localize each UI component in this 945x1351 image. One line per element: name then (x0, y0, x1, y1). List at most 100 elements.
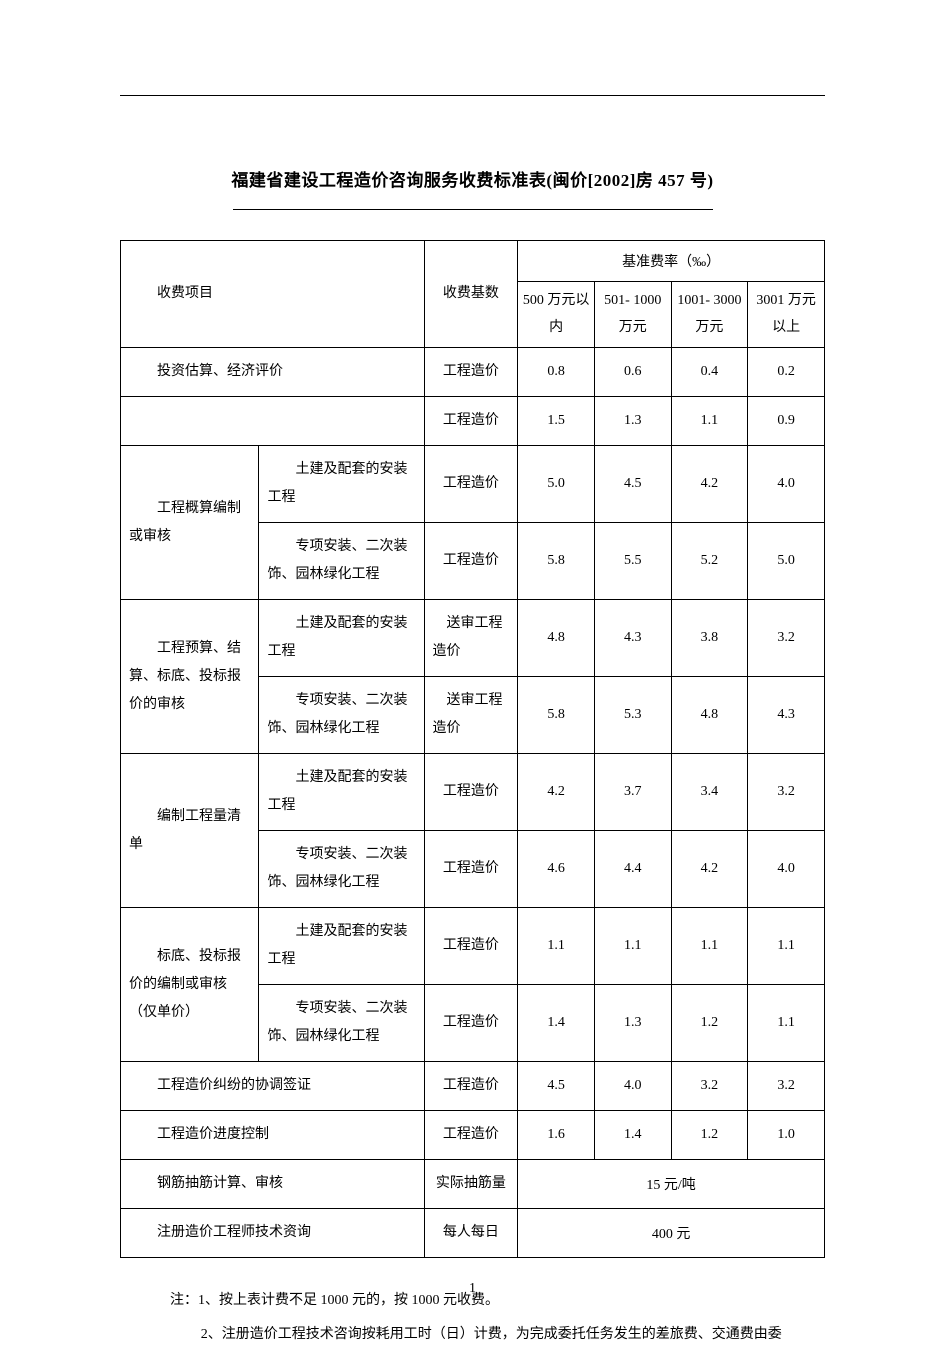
item-label: 编制工程量清单 (121, 793, 258, 869)
table-row: 钢筋抽筋计算、审核 实际抽筋量 15 元/吨 (121, 1160, 825, 1209)
rate-cell: 4.8 (671, 677, 748, 754)
rate-cell: 3.2 (671, 1062, 748, 1111)
rate-cell: 4.2 (518, 754, 595, 831)
rate-cell: 4.2 (671, 446, 748, 523)
title-underline (233, 209, 713, 210)
rate-cell: 4.2 (671, 831, 748, 908)
header-rates-title: 基准费率（‰） (518, 241, 825, 282)
subitem-label: 土建及配套的安装工程 (259, 600, 423, 676)
item-label: 注册造价工程师技术资询 (121, 1209, 424, 1257)
item-label (121, 411, 424, 431)
item-label: 钢筋抽筋计算、审核 (121, 1160, 424, 1208)
item-label: 投资估算、经济评价 (121, 348, 424, 396)
rate-cell: 5.0 (518, 446, 595, 523)
page-number: 1 (0, 1281, 945, 1297)
base-label: 工程造价 (425, 999, 518, 1047)
rate-cell: 4.6 (518, 831, 595, 908)
item-label: 工程预算、结算、标底、投标报价的审核 (121, 625, 258, 729)
rate-cell: 4.4 (594, 831, 671, 908)
rate-cell: 4.0 (748, 831, 825, 908)
note-2: 2、注册造价工程技术咨询按耗用工时（日）计费，为完成委托任务发生的差旅费、交通费… (170, 1318, 825, 1351)
header-item: 收费项目 (121, 241, 425, 348)
rate-col-2: 1001- 3000 万元 (671, 282, 748, 348)
subitem-label: 专项安装、二次装饰、园林绿化工程 (259, 831, 423, 907)
rate-cell: 1.1 (594, 908, 671, 985)
table-row: 编制工程量清单 土建及配套的安装工程 工程造价 4.2 3.7 3.4 3.2 (121, 754, 825, 831)
rate-cell: 4.0 (594, 1062, 671, 1111)
item-label: 标底、投标报价的编制或审核（仅单价） (121, 933, 258, 1037)
base-label: 工程造价 (425, 845, 518, 893)
rate-cell: 0.4 (671, 348, 748, 397)
rate-cell: 5.0 (748, 523, 825, 600)
rate-cell: 3.4 (671, 754, 748, 831)
item-label: 工程概算编制或审核 (121, 485, 258, 561)
base-label: 工程造价 (425, 460, 518, 508)
rate-cell: 3.2 (748, 1062, 825, 1111)
header-base: 收费基数 (424, 241, 518, 348)
base-label: 工程造价 (425, 768, 518, 816)
subitem-label: 土建及配套的安装工程 (259, 908, 423, 984)
subitem-label: 土建及配套的安装工程 (259, 754, 423, 830)
base-label: 工程造价 (425, 537, 518, 585)
rate-cell: 0.8 (518, 348, 595, 397)
item-label: 工程造价纠纷的协调签证 (121, 1062, 424, 1110)
rate-cell: 1.4 (518, 985, 595, 1062)
rate-cell: 5.8 (518, 677, 595, 754)
rate-col-1: 501- 1000 万元 (594, 282, 671, 348)
base-label: 工程造价 (425, 922, 518, 970)
rate-cell: 1.2 (671, 985, 748, 1062)
rate-cell: 5.3 (594, 677, 671, 754)
rate-cell: 3.8 (671, 600, 748, 677)
rate-cell: 1.0 (748, 1111, 825, 1160)
merged-rate-cell: 400 元 (518, 1209, 825, 1258)
rate-cell: 0.9 (748, 397, 825, 446)
rate-cell: 5.5 (594, 523, 671, 600)
base-label: 工程造价 (425, 397, 518, 445)
rate-cell: 1.4 (594, 1111, 671, 1160)
base-label: 工程造价 (425, 1111, 518, 1159)
rate-cell: 3.7 (594, 754, 671, 831)
rate-cell: 5.2 (671, 523, 748, 600)
item-label: 工程造价进度控制 (121, 1111, 424, 1159)
rate-cell: 1.1 (671, 908, 748, 985)
subitem-label: 土建及配套的安装工程 (259, 446, 423, 522)
table-row: 工程预算、结算、标底、投标报价的审核 土建及配套的安装工程 送审工程造价 4.8… (121, 600, 825, 677)
rate-cell: 1.1 (518, 908, 595, 985)
rate-cell: 4.5 (594, 446, 671, 523)
rate-cell: 1.6 (518, 1111, 595, 1160)
table-row: 注册造价工程师技术资询 每人每日 400 元 (121, 1209, 825, 1258)
subitem-label: 专项安装、二次装饰、园林绿化工程 (259, 677, 423, 753)
base-label: 送审工程造价 (425, 677, 518, 753)
page-title: 福建省建设工程造价咨询服务收费标准表(闽价[2002]房 457 号) (120, 166, 825, 191)
rate-cell: 1.1 (748, 985, 825, 1062)
rate-col-0: 500 万元以内 (518, 282, 595, 348)
rate-cell: 4.3 (748, 677, 825, 754)
table-row: 工程造价进度控制 工程造价 1.6 1.4 1.2 1.0 (121, 1111, 825, 1160)
table-row: 标底、投标报价的编制或审核（仅单价） 土建及配套的安装工程 工程造价 1.1 1… (121, 908, 825, 985)
rate-cell: 4.3 (594, 600, 671, 677)
table-row: 工程造价纠纷的协调签证 工程造价 4.5 4.0 3.2 3.2 (121, 1062, 825, 1111)
base-label: 每人每日 (425, 1209, 518, 1257)
top-horizontal-rule (120, 95, 825, 96)
merged-rate-cell: 15 元/吨 (518, 1160, 825, 1209)
rate-cell: 0.2 (748, 348, 825, 397)
table-header-row: 收费项目 收费基数 基准费率（‰） (121, 241, 825, 282)
rate-cell: 3.2 (748, 754, 825, 831)
rate-cell: 1.3 (594, 985, 671, 1062)
table-row: 工程造价 1.5 1.3 1.1 0.9 (121, 397, 825, 446)
table-row: 工程概算编制或审核 土建及配套的安装工程 工程造价 5.0 4.5 4.2 4.… (121, 446, 825, 523)
rate-cell: 4.0 (748, 446, 825, 523)
table-row: 投资估算、经济评价 工程造价 0.8 0.6 0.4 0.2 (121, 348, 825, 397)
subitem-label: 专项安装、二次装饰、园林绿化工程 (259, 985, 423, 1061)
rate-cell: 1.3 (594, 397, 671, 446)
rate-cell: 1.2 (671, 1111, 748, 1160)
rate-col-3: 3001 万元以上 (748, 282, 825, 348)
base-label: 送审工程造价 (425, 600, 518, 676)
base-label: 工程造价 (425, 1062, 518, 1110)
base-label: 工程造价 (425, 348, 518, 396)
rate-cell: 4.8 (518, 600, 595, 677)
rate-cell: 3.2 (748, 600, 825, 677)
subitem-label: 专项安装、二次装饰、园林绿化工程 (259, 523, 423, 599)
rate-cell: 5.8 (518, 523, 595, 600)
fee-standard-table: 收费项目 收费基数 基准费率（‰） 500 万元以内 501- 1000 万元 … (120, 240, 825, 1258)
